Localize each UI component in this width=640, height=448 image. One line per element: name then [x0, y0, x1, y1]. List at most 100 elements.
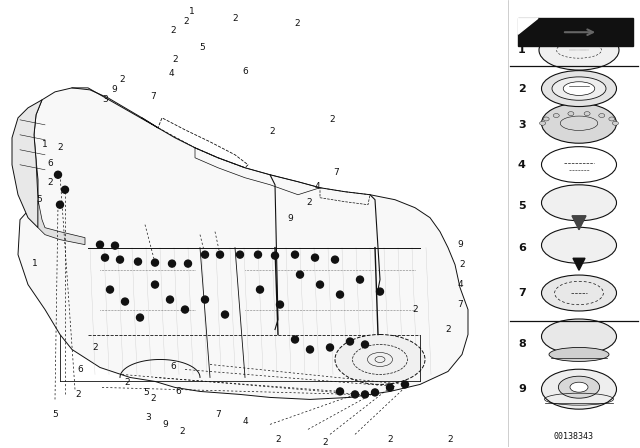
Text: 1: 1: [42, 140, 48, 149]
Ellipse shape: [541, 103, 616, 143]
Text: 6: 6: [518, 243, 526, 253]
Text: 2: 2: [172, 56, 178, 65]
Ellipse shape: [541, 185, 616, 221]
Text: 7: 7: [150, 92, 156, 101]
Circle shape: [152, 259, 159, 266]
Text: 7: 7: [333, 168, 339, 177]
Circle shape: [271, 252, 278, 259]
Circle shape: [362, 341, 369, 348]
Text: 2: 2: [447, 435, 453, 444]
Text: 6: 6: [242, 67, 248, 77]
Ellipse shape: [541, 369, 616, 409]
Text: 9: 9: [287, 214, 293, 223]
Circle shape: [182, 306, 189, 313]
Text: 2: 2: [275, 435, 281, 444]
Ellipse shape: [609, 117, 615, 121]
Text: 7: 7: [215, 410, 221, 419]
Text: 2: 2: [412, 305, 418, 314]
Ellipse shape: [541, 71, 616, 107]
Circle shape: [122, 298, 129, 305]
Circle shape: [168, 260, 175, 267]
Text: 00138343: 00138343: [554, 432, 594, 441]
Text: 9: 9: [111, 85, 117, 94]
Text: 2: 2: [387, 435, 393, 444]
Ellipse shape: [568, 112, 574, 116]
Polygon shape: [518, 18, 633, 46]
Circle shape: [291, 251, 298, 258]
Text: 2: 2: [322, 438, 328, 447]
Circle shape: [351, 391, 358, 398]
Text: 2: 2: [151, 394, 156, 403]
Circle shape: [216, 251, 223, 258]
Ellipse shape: [570, 382, 588, 392]
Text: 3: 3: [518, 120, 525, 130]
Ellipse shape: [541, 227, 616, 263]
Polygon shape: [18, 88, 468, 400]
Text: 2: 2: [330, 116, 335, 125]
Ellipse shape: [599, 113, 605, 117]
Text: 9: 9: [162, 420, 168, 429]
Text: 2: 2: [307, 198, 312, 207]
Text: 6: 6: [170, 362, 175, 371]
Text: 7: 7: [457, 300, 463, 309]
Text: 3: 3: [103, 95, 108, 104]
Text: 4: 4: [315, 182, 321, 191]
Text: 8: 8: [518, 340, 525, 349]
Circle shape: [111, 242, 118, 249]
Text: 5: 5: [36, 194, 42, 203]
Text: 5: 5: [143, 388, 149, 397]
Polygon shape: [12, 100, 42, 228]
Circle shape: [237, 251, 243, 258]
Ellipse shape: [552, 77, 606, 100]
Text: 2: 2: [170, 26, 175, 35]
Circle shape: [376, 288, 383, 295]
Ellipse shape: [612, 121, 618, 125]
Text: 6: 6: [176, 387, 181, 396]
Circle shape: [387, 384, 394, 391]
Text: 1: 1: [189, 7, 195, 16]
Circle shape: [312, 254, 319, 261]
Text: 5: 5: [52, 410, 58, 419]
Text: 6: 6: [77, 365, 83, 374]
Ellipse shape: [563, 82, 595, 95]
Ellipse shape: [335, 335, 425, 384]
Text: 5: 5: [518, 201, 525, 211]
Circle shape: [136, 314, 143, 321]
Circle shape: [134, 258, 141, 265]
Circle shape: [255, 251, 262, 258]
Circle shape: [346, 338, 353, 345]
Ellipse shape: [541, 319, 616, 354]
Text: 1: 1: [32, 259, 37, 268]
Circle shape: [371, 389, 378, 396]
Text: 1: 1: [518, 45, 525, 55]
Text: 9: 9: [457, 240, 463, 249]
Circle shape: [276, 301, 284, 308]
Text: 4: 4: [518, 159, 526, 170]
Ellipse shape: [543, 117, 549, 121]
Ellipse shape: [558, 376, 600, 398]
Circle shape: [317, 281, 323, 288]
Circle shape: [152, 281, 159, 288]
Ellipse shape: [553, 113, 559, 117]
Text: 2: 2: [270, 128, 275, 137]
Text: 7: 7: [518, 288, 525, 298]
Circle shape: [356, 276, 364, 283]
Text: 2: 2: [75, 390, 81, 399]
Text: 2: 2: [92, 343, 98, 352]
Circle shape: [221, 311, 228, 318]
Circle shape: [116, 256, 124, 263]
Polygon shape: [38, 200, 85, 245]
Circle shape: [332, 256, 339, 263]
Ellipse shape: [541, 275, 616, 311]
Text: 2: 2: [445, 325, 451, 334]
Circle shape: [56, 201, 63, 208]
Circle shape: [326, 344, 333, 351]
Circle shape: [202, 296, 209, 303]
Circle shape: [307, 346, 314, 353]
Circle shape: [97, 241, 104, 248]
Circle shape: [296, 271, 303, 278]
Text: 2: 2: [120, 75, 125, 84]
Polygon shape: [573, 258, 585, 270]
Circle shape: [337, 388, 344, 395]
Text: 2: 2: [47, 178, 53, 187]
